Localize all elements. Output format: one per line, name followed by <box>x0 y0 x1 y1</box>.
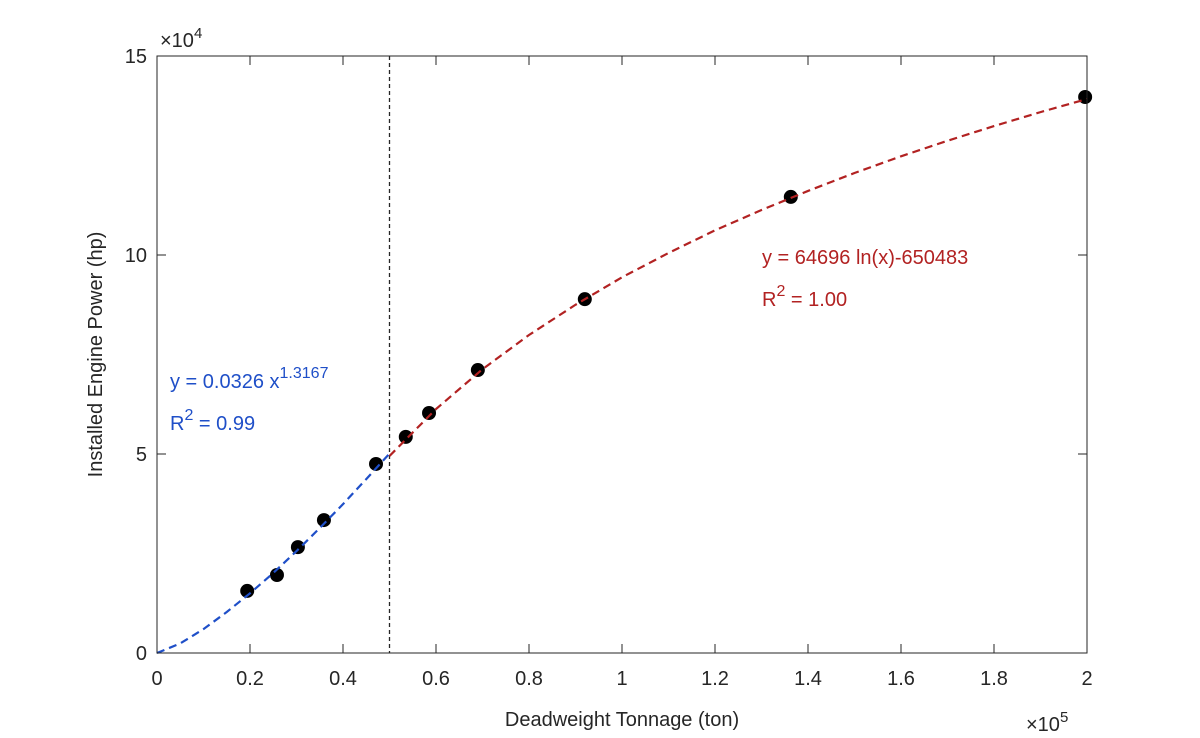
x-exponent-base: ×10 <box>1026 714 1060 736</box>
annotation-part: y = 64696 ln(x)-650483 <box>762 247 968 269</box>
x-tick-label: 0 <box>151 668 162 690</box>
y-axis-label: Installed Engine Power (hp) <box>85 232 107 478</box>
x-tick-label: 1 <box>616 668 627 690</box>
annotation-part: y = 0.0326 x <box>170 371 280 393</box>
data-point <box>369 456 384 471</box>
data-point <box>290 540 305 555</box>
y-exponent-power: 4 <box>194 25 202 42</box>
x-tick-label: 1.8 <box>980 668 1008 690</box>
annotation-part: R <box>170 413 184 435</box>
data-point <box>1078 89 1093 104</box>
x-axis-label: Deadweight Tonnage (ton) <box>505 709 739 731</box>
x-tick-label: 2 <box>1081 668 1092 690</box>
x-tick-label: 1.4 <box>794 668 822 690</box>
y-tick-label: 10 <box>125 245 147 267</box>
annotation-part: = 1.00 <box>785 289 847 311</box>
x-tick-label: 1.2 <box>701 668 729 690</box>
annotation: R2 = 0.99 <box>170 407 255 435</box>
y-tick-label: 5 <box>136 444 147 466</box>
x-tick-label: 0.6 <box>422 668 450 690</box>
data-point <box>240 583 255 598</box>
fit-line <box>388 97 1088 457</box>
y-exponent-base: ×10 <box>160 30 194 52</box>
annotation-part: R <box>762 289 776 311</box>
x-tick-label: 0.8 <box>515 668 543 690</box>
x-tick-label: 0.4 <box>329 668 357 690</box>
data-point <box>316 513 331 528</box>
y-exponent: ×104 <box>160 25 202 52</box>
annotation-part: 2 <box>184 407 193 424</box>
data-point <box>422 406 437 421</box>
x-tick-label: 1.6 <box>887 668 915 690</box>
plot-frame <box>156 55 1088 654</box>
x-tick-label: 0.2 <box>236 668 264 690</box>
fit-line <box>156 452 391 655</box>
x-exponent: ×105 <box>1026 709 1068 736</box>
annotation-part: 2 <box>776 283 785 300</box>
annotation: R2 = 1.00 <box>762 283 847 311</box>
data-point <box>398 429 413 444</box>
y-tick-label: 0 <box>136 643 147 665</box>
data-point <box>470 363 485 378</box>
annotation: y = 0.0326 x1.3167 <box>170 365 329 393</box>
annotation-part: = 0.99 <box>193 413 255 435</box>
y-tick-label: 15 <box>125 46 147 68</box>
x-exponent-power: 5 <box>1060 709 1068 726</box>
annotation: y = 64696 ln(x)-650483 <box>762 247 968 269</box>
annotation-part: 1.3167 <box>280 365 329 382</box>
